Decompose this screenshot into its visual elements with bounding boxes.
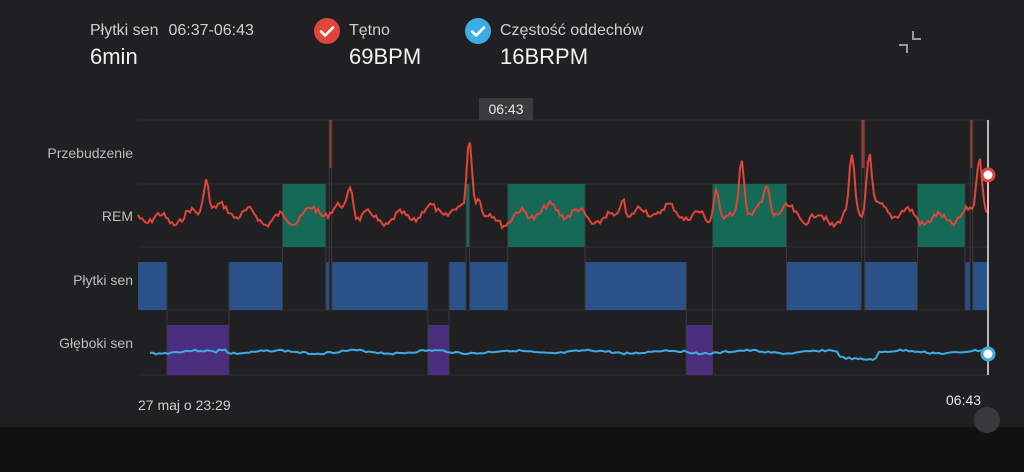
row-label-rem: REM bbox=[101, 208, 133, 224]
heart-rate-marker bbox=[980, 167, 996, 183]
time-axis-start: 27 maj o 23:29 bbox=[138, 397, 231, 413]
stage-segment bbox=[449, 262, 467, 310]
check-circle-icon[interactable] bbox=[465, 18, 491, 44]
stage-segment bbox=[507, 184, 586, 247]
stage-segment bbox=[864, 262, 918, 310]
stage-name: Płytki sen bbox=[90, 22, 159, 39]
time-axis-end: 06:43 bbox=[946, 392, 982, 408]
bottom-bar bbox=[0, 427, 1024, 472]
stage-segment bbox=[329, 120, 332, 168]
stage-segment bbox=[282, 184, 326, 247]
breathing-label: Częstość oddechów bbox=[500, 22, 644, 39]
stage-segment bbox=[970, 120, 973, 168]
stage-segment bbox=[325, 262, 330, 310]
heart-rate-line bbox=[137, 142, 989, 230]
home-button[interactable] bbox=[974, 407, 1000, 433]
check-circle-icon[interactable] bbox=[314, 18, 340, 44]
stage-segment bbox=[228, 262, 283, 310]
stage-info: Płytki sen 06:37-06:43 bbox=[90, 22, 264, 40]
cursor-time-tooltip: 06:43 bbox=[479, 98, 533, 120]
breathing-marker bbox=[980, 346, 996, 362]
stage-segment bbox=[466, 184, 470, 247]
stage-segment bbox=[965, 262, 971, 310]
stage-time-range: 06:37-06:43 bbox=[168, 22, 254, 39]
stage-segment bbox=[585, 262, 687, 310]
stage-segment bbox=[331, 262, 428, 310]
row-label-deep: Głęboki sen bbox=[59, 335, 133, 351]
stage-segment bbox=[686, 325, 713, 375]
heart-rate-label: Tętno bbox=[349, 22, 390, 39]
row-label-awake: Przebudzenie bbox=[47, 145, 133, 161]
stage-duration: 6min bbox=[90, 44, 138, 69]
stage-segment bbox=[138, 262, 167, 310]
stage-segment bbox=[786, 262, 862, 310]
heart-rate-value: 69BPM bbox=[349, 44, 422, 69]
stage-segment bbox=[861, 120, 865, 168]
collapse-icon[interactable] bbox=[896, 28, 924, 56]
stage-segment bbox=[972, 262, 988, 310]
stage-segment bbox=[469, 262, 508, 310]
chart-grid bbox=[138, 119, 988, 376]
row-label-light: Płytki sen bbox=[73, 272, 133, 288]
breathing-line bbox=[149, 348, 989, 361]
breathing-value: 16BRPM bbox=[500, 44, 589, 69]
